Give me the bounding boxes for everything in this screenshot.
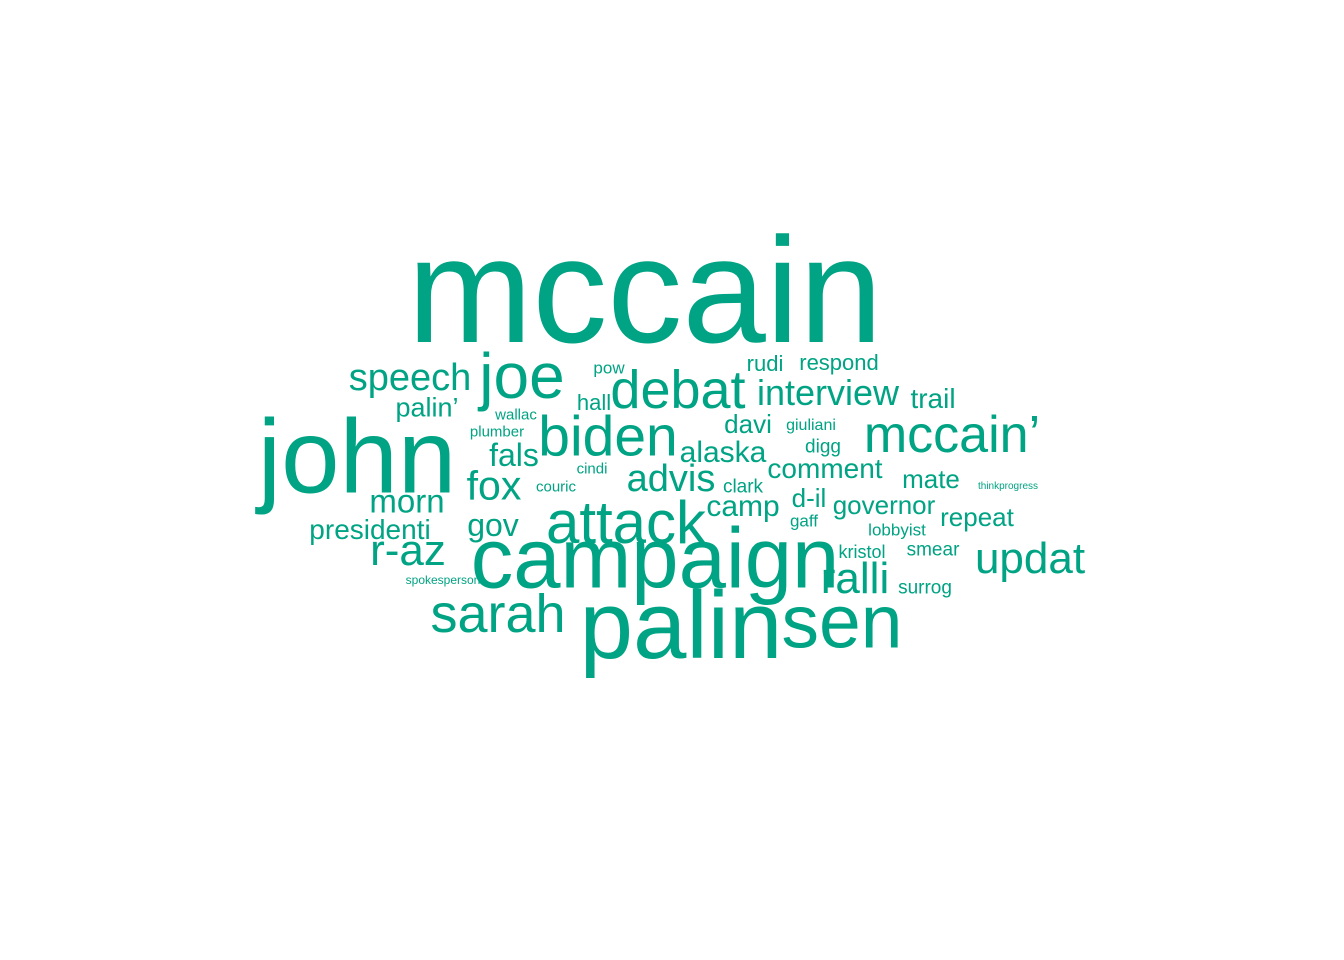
word: campaign: [470, 511, 840, 607]
word: kristol: [838, 542, 886, 562]
word: hall: [576, 390, 612, 415]
word: wallac: [495, 406, 537, 424]
word: joe: [479, 340, 565, 412]
word: lobbyist: [868, 520, 926, 540]
word: debat: [610, 360, 746, 420]
word: alaska: [679, 436, 767, 469]
word: updat: [974, 534, 1086, 583]
word: r-az: [370, 526, 446, 575]
word: gov: [467, 507, 519, 543]
word: governor: [832, 490, 936, 520]
word: clark: [722, 476, 764, 498]
word: digg: [805, 436, 841, 458]
word: biden: [538, 404, 678, 469]
word: giuliani: [786, 417, 836, 434]
word: smear: [906, 539, 960, 561]
word: gaff: [789, 511, 819, 531]
word: palin’: [395, 392, 459, 423]
word: fox: [466, 462, 522, 509]
word: spokesperson: [405, 573, 481, 587]
word: sen: [781, 579, 903, 664]
word: camp: [706, 490, 780, 523]
word: mate: [902, 464, 960, 494]
word: davi: [724, 409, 772, 439]
word: fals: [489, 437, 539, 473]
word: repeat: [940, 502, 1014, 532]
word: speech: [348, 357, 472, 399]
word: couric: [535, 478, 577, 496]
word: morn: [369, 482, 445, 520]
word: mccain’: [863, 406, 1041, 464]
word: interview: [756, 372, 900, 413]
word: advis: [626, 458, 716, 500]
word: respond: [799, 350, 879, 375]
word: trail: [910, 383, 956, 414]
word: palin: [579, 572, 783, 679]
word: plumber: [469, 423, 525, 441]
word: rudi: [746, 351, 784, 376]
word: mccain: [407, 206, 883, 374]
word: presidenti: [309, 514, 431, 545]
word: thinkprogress: [977, 481, 1039, 492]
word: attack: [545, 489, 707, 556]
word: surrog: [898, 577, 952, 599]
word: sarah: [430, 584, 566, 644]
word: cindi: [576, 460, 608, 478]
word: ralli: [820, 554, 890, 603]
word: pow: [593, 358, 625, 378]
word: comment: [767, 453, 883, 484]
word: d-il: [791, 483, 827, 513]
word: john: [257, 398, 457, 516]
